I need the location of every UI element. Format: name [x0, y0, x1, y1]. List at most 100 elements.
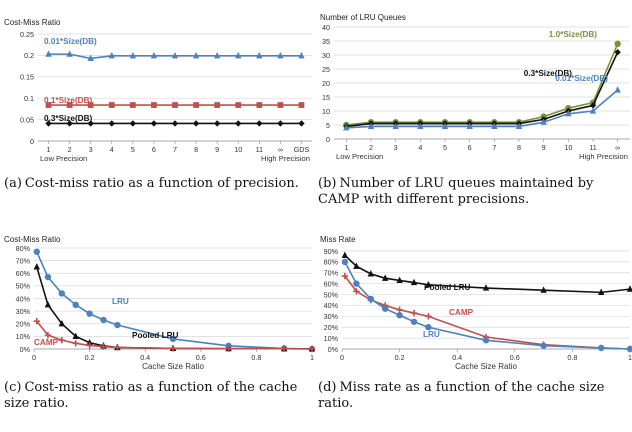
series-label: LRU — [423, 330, 440, 339]
data-point — [108, 120, 115, 127]
data-point — [353, 262, 360, 269]
data-point — [425, 313, 432, 320]
x-tick-label: 0.2 — [85, 353, 95, 362]
data-point — [169, 345, 177, 352]
y-tick-label: 30 — [322, 51, 330, 60]
y-tick-label: 20% — [16, 320, 31, 329]
x-tick-label: 8 — [517, 143, 521, 152]
y-tick-label: 60% — [324, 279, 339, 288]
data-point — [58, 290, 65, 297]
data-point — [193, 102, 199, 108]
x-tick-label: 5 — [443, 143, 447, 152]
x-tick-label: 0.8 — [251, 353, 261, 362]
data-point — [396, 312, 403, 319]
x-tick-label: GDS — [294, 145, 310, 154]
x-tick-label: 6 — [468, 143, 472, 152]
x-label-left: Low Precision — [336, 152, 383, 161]
data-point — [66, 102, 73, 108]
chart-title: Cost-Miss Ratio — [4, 235, 61, 244]
series-label: CAMP — [449, 308, 474, 317]
data-point — [353, 288, 360, 295]
data-point — [86, 338, 93, 346]
data-point — [277, 102, 284, 108]
data-point — [45, 120, 52, 127]
series-label: CAMP — [34, 338, 59, 347]
caption-c: (c) Cost-miss ratio as a function of the … — [4, 380, 318, 412]
x-tick-label: 8 — [194, 145, 198, 154]
data-point — [87, 54, 94, 61]
data-point — [410, 278, 418, 286]
caption-text: Cost-miss ratio as a function of the cac… — [4, 380, 298, 411]
caption-a: (a) Cost-miss ratio as a function of prec… — [4, 176, 312, 192]
caption-d: (d) Miss rate as a function of the cache … — [318, 380, 630, 412]
data-point — [298, 120, 305, 127]
data-point — [66, 120, 73, 127]
y-tick-label: 0 — [30, 137, 34, 146]
y-tick-label: 20% — [324, 323, 339, 332]
data-point — [425, 324, 432, 331]
data-point — [565, 110, 572, 117]
data-point — [87, 102, 94, 108]
data-point — [44, 273, 52, 281]
series-label: 0.3*Size(DB) — [44, 114, 93, 123]
data-point — [33, 263, 40, 270]
caption-prefix: (c) — [4, 380, 22, 395]
data-point — [417, 122, 424, 129]
data-point — [367, 122, 375, 129]
data-point — [256, 120, 263, 127]
data-point — [72, 340, 79, 347]
x-tick-label: 0.2 — [395, 353, 405, 362]
x-tick-label: 1 — [47, 145, 51, 154]
data-point — [491, 122, 498, 129]
x-tick-label: 7 — [173, 145, 177, 154]
x-tick-label: 2 — [68, 145, 72, 154]
data-point — [213, 52, 221, 59]
data-point — [482, 337, 490, 344]
data-point — [367, 270, 374, 277]
data-point — [614, 40, 621, 47]
x-tick-label: ∞ — [615, 143, 620, 152]
series-label: 0.01*Size(DB) — [44, 37, 97, 46]
x-tick-label: 2 — [369, 143, 373, 152]
data-point — [72, 301, 79, 309]
data-point — [172, 102, 178, 108]
data-point — [213, 120, 221, 127]
x-tick-label: 0.6 — [196, 353, 206, 362]
x-tick-label: 1 — [344, 143, 348, 152]
data-point — [410, 309, 418, 317]
data-point — [410, 318, 418, 325]
x-tick-label: 0.6 — [510, 353, 520, 362]
data-point — [114, 344, 121, 351]
x-tick-label: 10 — [564, 143, 572, 152]
data-point — [308, 345, 316, 353]
data-point — [171, 120, 179, 127]
data-point — [341, 251, 349, 258]
data-point — [129, 120, 137, 127]
x-tick-label: 7 — [492, 143, 496, 152]
caption-prefix: (d) — [318, 380, 337, 395]
x-label-right: High Precision — [579, 152, 628, 161]
data-point — [441, 122, 449, 129]
data-point — [214, 102, 221, 108]
data-point — [341, 272, 349, 280]
series-label: LRU — [112, 297, 129, 306]
y-tick-label: 70% — [324, 269, 339, 278]
caption-text: Cost-miss ratio as a function of precisi… — [24, 176, 299, 191]
x-tick-label: 10 — [234, 145, 242, 154]
data-point — [396, 276, 403, 283]
data-point — [392, 122, 399, 129]
data-point — [298, 102, 305, 108]
data-point — [151, 102, 157, 108]
x-tick-label: 0 — [32, 353, 36, 362]
data-point — [58, 336, 65, 344]
chart-title: Miss Rate — [320, 235, 356, 244]
data-point — [86, 310, 93, 317]
data-point — [277, 120, 284, 127]
series-label: Pooled LRU — [424, 283, 470, 292]
data-point — [540, 286, 547, 293]
data-point — [353, 280, 360, 287]
y-tick-label: 60% — [16, 269, 31, 278]
data-point — [367, 295, 374, 303]
y-tick-label: 0 — [326, 135, 330, 144]
x-tick-label: 3 — [89, 145, 93, 154]
